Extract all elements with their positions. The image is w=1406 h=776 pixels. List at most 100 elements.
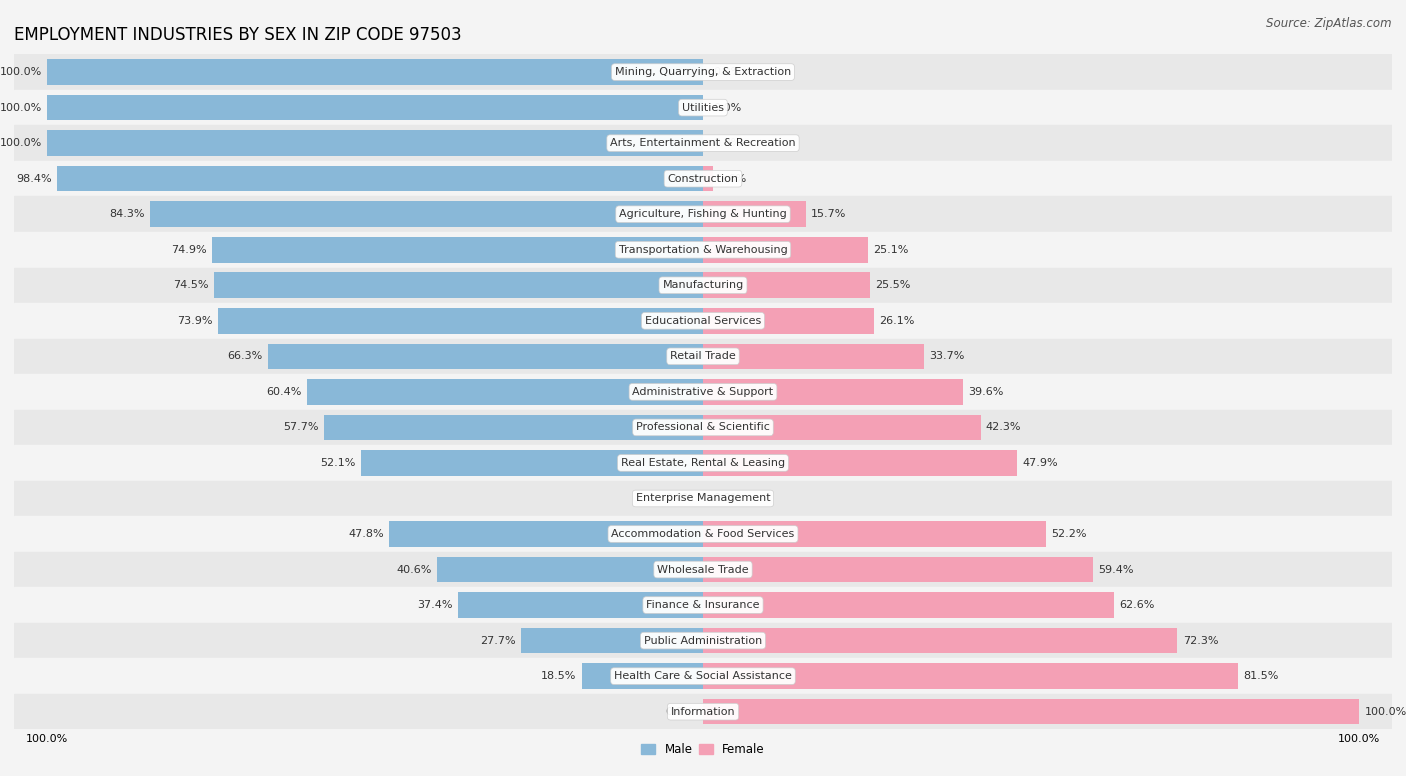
Text: 0.0%: 0.0% <box>665 707 693 717</box>
Text: 0.0%: 0.0% <box>665 494 693 504</box>
Bar <box>14 694 1392 729</box>
Text: 0.0%: 0.0% <box>713 494 741 504</box>
Text: 25.1%: 25.1% <box>873 244 908 255</box>
Text: Information: Information <box>671 707 735 717</box>
Text: Real Estate, Rental & Leasing: Real Estate, Rental & Leasing <box>621 458 785 468</box>
Text: 100.0%: 100.0% <box>0 138 42 148</box>
Text: 27.7%: 27.7% <box>481 636 516 646</box>
Text: 18.5%: 18.5% <box>541 671 576 681</box>
Bar <box>703 663 1237 689</box>
Text: 73.9%: 73.9% <box>177 316 212 326</box>
Text: 98.4%: 98.4% <box>17 174 52 184</box>
Bar <box>582 663 703 689</box>
Text: 74.9%: 74.9% <box>170 244 207 255</box>
Bar <box>361 450 703 476</box>
Text: Arts, Entertainment & Recreation: Arts, Entertainment & Recreation <box>610 138 796 148</box>
Bar <box>14 552 1392 587</box>
Text: Public Administration: Public Administration <box>644 636 762 646</box>
Bar <box>703 344 924 369</box>
Text: 40.6%: 40.6% <box>396 565 432 574</box>
Text: EMPLOYMENT INDUSTRIES BY SEX IN ZIP CODE 97503: EMPLOYMENT INDUSTRIES BY SEX IN ZIP CODE… <box>14 26 461 44</box>
Bar <box>14 338 1392 374</box>
Bar <box>389 521 703 547</box>
Bar <box>14 587 1392 623</box>
Legend: Male, Female: Male, Female <box>637 738 769 760</box>
Bar <box>14 196 1392 232</box>
Text: 52.2%: 52.2% <box>1050 529 1087 539</box>
Text: 42.3%: 42.3% <box>986 422 1021 432</box>
Bar <box>703 202 806 227</box>
Bar <box>14 232 1392 268</box>
Bar <box>211 237 703 262</box>
Bar <box>46 95 703 120</box>
Bar <box>14 374 1392 410</box>
Bar <box>703 450 1018 476</box>
Text: Retail Trade: Retail Trade <box>671 352 735 362</box>
Text: Professional & Scientific: Professional & Scientific <box>636 422 770 432</box>
Text: 57.7%: 57.7% <box>284 422 319 432</box>
Bar <box>703 379 963 404</box>
Text: 39.6%: 39.6% <box>969 387 1004 397</box>
Bar <box>325 414 703 440</box>
Bar <box>703 592 1114 618</box>
Text: 72.3%: 72.3% <box>1182 636 1218 646</box>
Text: 37.4%: 37.4% <box>416 600 453 610</box>
Text: Utilities: Utilities <box>682 102 724 113</box>
Bar <box>703 308 875 334</box>
Text: 81.5%: 81.5% <box>1243 671 1278 681</box>
Text: 84.3%: 84.3% <box>110 210 145 219</box>
Text: 100.0%: 100.0% <box>0 67 42 77</box>
Text: 25.5%: 25.5% <box>876 280 911 290</box>
Text: Wholesale Trade: Wholesale Trade <box>657 565 749 574</box>
Text: 15.7%: 15.7% <box>811 210 846 219</box>
Bar <box>703 556 1092 582</box>
Bar <box>14 268 1392 303</box>
Text: Mining, Quarrying, & Extraction: Mining, Quarrying, & Extraction <box>614 67 792 77</box>
Bar <box>522 628 703 653</box>
Text: Finance & Insurance: Finance & Insurance <box>647 600 759 610</box>
Bar <box>14 445 1392 480</box>
Text: Accommodation & Food Services: Accommodation & Food Services <box>612 529 794 539</box>
Text: Health Care & Social Assistance: Health Care & Social Assistance <box>614 671 792 681</box>
Text: 0.0%: 0.0% <box>713 102 741 113</box>
Bar <box>703 628 1177 653</box>
Text: 0.0%: 0.0% <box>713 67 741 77</box>
Text: Transportation & Warehousing: Transportation & Warehousing <box>619 244 787 255</box>
Bar <box>14 303 1392 338</box>
Bar <box>703 414 980 440</box>
Bar <box>437 556 703 582</box>
Text: Agriculture, Fishing & Hunting: Agriculture, Fishing & Hunting <box>619 210 787 219</box>
Bar <box>58 166 703 192</box>
Bar <box>703 166 713 192</box>
Bar <box>703 521 1046 547</box>
Text: 100.0%: 100.0% <box>1364 707 1406 717</box>
Text: Educational Services: Educational Services <box>645 316 761 326</box>
Text: 52.1%: 52.1% <box>321 458 356 468</box>
Bar <box>14 658 1392 694</box>
Text: Source: ZipAtlas.com: Source: ZipAtlas.com <box>1267 17 1392 30</box>
Text: 47.9%: 47.9% <box>1022 458 1059 468</box>
Text: 100.0%: 100.0% <box>0 102 42 113</box>
Bar <box>307 379 703 404</box>
Bar <box>46 59 703 85</box>
Text: 0.0%: 0.0% <box>713 138 741 148</box>
Bar <box>14 90 1392 126</box>
Bar <box>214 272 703 298</box>
Text: 33.7%: 33.7% <box>929 352 965 362</box>
Bar <box>269 344 703 369</box>
Text: 59.4%: 59.4% <box>1098 565 1133 574</box>
Bar <box>457 592 703 618</box>
Bar <box>14 480 1392 516</box>
Text: 74.5%: 74.5% <box>173 280 209 290</box>
Bar <box>46 130 703 156</box>
Bar <box>218 308 703 334</box>
Bar <box>14 54 1392 90</box>
Text: Construction: Construction <box>668 174 738 184</box>
Bar <box>14 516 1392 552</box>
Text: Enterprise Management: Enterprise Management <box>636 494 770 504</box>
Bar <box>14 623 1392 658</box>
Bar <box>703 699 1360 725</box>
Bar <box>14 161 1392 196</box>
Text: 47.8%: 47.8% <box>349 529 384 539</box>
Text: 60.4%: 60.4% <box>266 387 301 397</box>
